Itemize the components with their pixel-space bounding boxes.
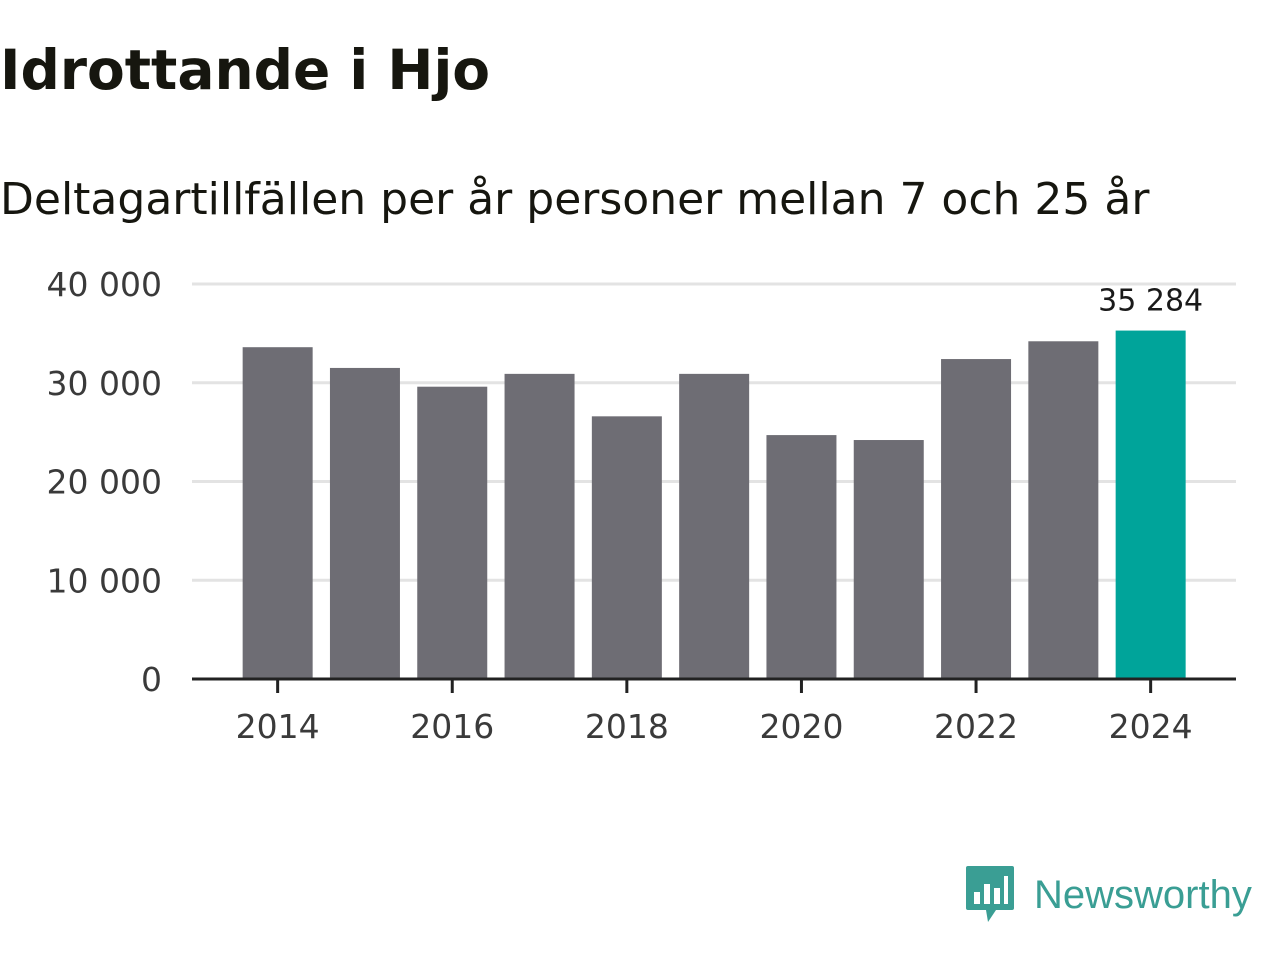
y-tick-label: 0 [141,660,162,699]
bar-2019 [679,373,750,679]
bar-2018 [591,416,662,679]
x-tick-label: 2022 [934,707,1018,746]
data-label: 35 284 [1098,284,1203,319]
bar-2014 [242,347,313,679]
bar-2015 [329,367,400,679]
bar-chart: 0 10 000 20 000 30 000 40 000 2014 2016 2018 202… [47,265,1236,746]
y-tick-label: 40 000 [47,265,162,304]
chart-title: Idrottande i Hjo [0,38,491,102]
y-tick-label: 20 000 [47,463,162,502]
bar-2020 [766,435,837,679]
x-tick-label: 2020 [759,707,843,746]
newsworthy-logo: Newsworthy [964,864,1252,926]
bar-2024 [1115,330,1186,679]
y-tick-label: 10 000 [47,561,162,600]
x-tick-label: 2024 [1109,707,1193,746]
bar-2017 [504,373,575,679]
bar-2016 [417,386,488,679]
bar-2023 [1028,341,1099,679]
chart-subtitle: Deltagartillfällen per år personer mella… [0,174,1150,225]
y-tick-label: 30 000 [47,364,162,403]
bar-2022 [941,359,1012,679]
x-tick-label: 2014 [236,707,320,746]
bar-2021 [853,440,924,679]
chart-bubble-icon [966,866,1014,922]
x-tick-label: 2016 [410,707,494,746]
x-tick-label: 2018 [585,707,669,746]
logo-text: Newsworthy [1034,872,1252,917]
